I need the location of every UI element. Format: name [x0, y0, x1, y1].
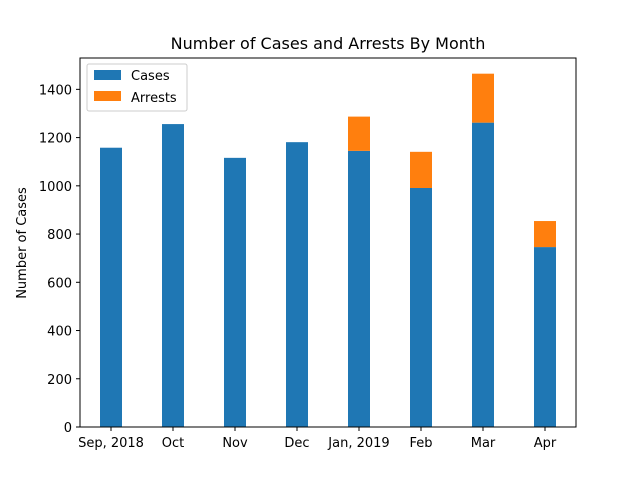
- y-tick-label: 1200: [39, 132, 72, 147]
- y-tick-label: 400: [47, 325, 72, 340]
- bar-arrests-jan-2019: [348, 116, 370, 151]
- x-tick-label: Oct: [162, 436, 184, 451]
- x-tick-label: Feb: [409, 436, 432, 451]
- bars-group: [100, 73, 556, 428]
- x-tick-label: Dec: [284, 436, 309, 451]
- bar-cases-apr: [534, 247, 556, 427]
- legend-swatch-arrests: [94, 91, 121, 101]
- bar-cases-dec: [286, 142, 308, 428]
- y-tick-label: 0: [64, 421, 72, 436]
- x-tick-label: Apr: [534, 436, 557, 451]
- y-ticks: 0 200 400 600 800 1000 1200 1400: [39, 83, 80, 436]
- bar-cases-sep-2018: [100, 147, 122, 427]
- legend: Cases Arrests: [86, 63, 188, 112]
- chart-title: Number of Cases and Arrests By Month: [171, 34, 486, 53]
- bar-arrests-feb: [410, 151, 432, 188]
- plot-frame: [79, 57, 577, 428]
- x-tick-label: Sep, 2018: [78, 436, 144, 451]
- legend-label-arrests: Arrests: [131, 91, 177, 106]
- bar-cases-oct: [162, 124, 184, 427]
- x-tick-label: Mar: [471, 436, 496, 451]
- legend-swatch-cases: [94, 70, 121, 80]
- y-tick-label: 1000: [39, 180, 72, 195]
- x-ticks: Sep, 2018 Oct Nov Dec Jan, 2019 Feb Mar Apr: [78, 427, 557, 451]
- bar-cases-mar: [472, 122, 494, 427]
- bar-arrests-apr: [534, 221, 556, 248]
- bar-cases-jan-2019: [348, 150, 370, 427]
- y-tick-label: 200: [47, 373, 72, 388]
- legend-label-cases: Cases: [131, 69, 170, 84]
- bar-cases-feb: [410, 187, 432, 427]
- y-tick-label: 800: [47, 228, 72, 243]
- x-tick-label: Jan, 2019: [327, 436, 389, 451]
- x-tick-label: Nov: [222, 436, 248, 451]
- bar-arrests-mar: [472, 73, 494, 123]
- y-axis-label: Number of Cases: [15, 187, 30, 299]
- bar-cases-nov: [224, 157, 246, 427]
- y-tick-label: 600: [47, 276, 72, 291]
- y-tick-label: 1400: [39, 83, 72, 98]
